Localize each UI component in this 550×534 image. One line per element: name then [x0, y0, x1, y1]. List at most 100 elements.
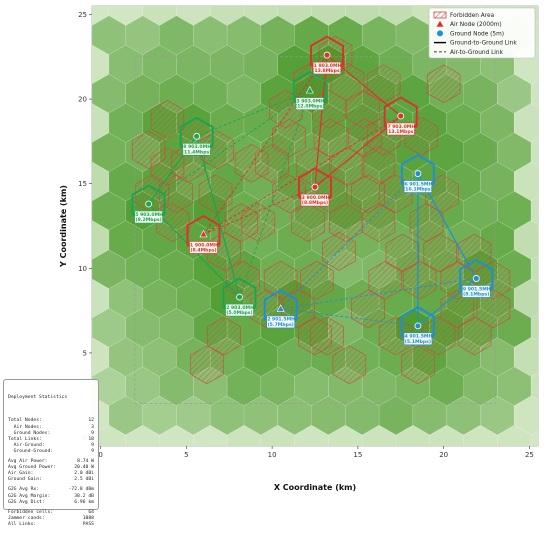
- legend-swatch-air: [436, 20, 444, 27]
- node-rate-G5: (9.2Mbps): [135, 217, 161, 223]
- node-label-A1: A1 900.0MHz: [187, 242, 221, 248]
- node-hex-G4: [400, 306, 435, 346]
- forbidden-hex-46: [457, 316, 492, 356]
- node-hex-G2: [222, 277, 257, 317]
- node-hex-A1: [186, 214, 221, 255]
- air-link-A2-G9: [280, 278, 477, 310]
- node-hex-A3: [292, 70, 327, 111]
- node-rate-G6: (16.1Mbps): [403, 187, 432, 193]
- hex-cell-268: [447, 455, 481, 494]
- air-link-A2-G6: [280, 173, 419, 310]
- stats-row: Avg Air Power: 8.74 W: [8, 459, 94, 465]
- stats-row-label: Jammer cands:: [8, 515, 45, 521]
- node-hex-G5: [131, 184, 166, 224]
- stats-row: Jammer cands: 1088: [8, 516, 94, 522]
- hex-cell-32: [41, 45, 75, 84]
- node-label-box-A1: [189, 241, 218, 254]
- legend-label-forbidden: Forbidden Area: [450, 13, 495, 19]
- forbidden-hex-52: [423, 233, 458, 273]
- y-tick-label-10: 10: [78, 265, 87, 273]
- hex-cell-251: [429, 425, 464, 446]
- legend-label-a2g: Air-to-Ground Link: [450, 50, 504, 56]
- stats-row-label: Avg Air Power:: [8, 459, 48, 465]
- ground-node-marker-G6: [414, 170, 422, 177]
- hex-cell-249: [361, 425, 397, 446]
- hex-cell-262: [244, 455, 278, 494]
- stats-row: G2G Avg Rx: -72.8 dBm: [8, 487, 94, 493]
- node-hex-A2: [263, 289, 298, 329]
- node-rate-A2: (5.7Mbps): [268, 322, 294, 328]
- air-link-A3-G5: [148, 90, 311, 205]
- hex-cell-245: [226, 425, 262, 446]
- ground-node-marker-G9: [472, 275, 480, 282]
- hex-cell-270: [514, 455, 548, 494]
- forbidden-hex-42: [351, 289, 385, 329]
- node-label-box-G9: [461, 285, 491, 298]
- stats-row: Air Nodes: 3: [8, 425, 94, 431]
- node-label-box-G5: [134, 210, 163, 224]
- air-link-A2-G4: [280, 308, 418, 327]
- node-hex-G9: [459, 258, 494, 299]
- stats-row-value: 9: [91, 442, 94, 448]
- node-rate-G1: (13.8Mbps): [312, 68, 341, 74]
- stats-row-value: 1088: [82, 515, 94, 521]
- node-hex-G3: [298, 167, 332, 207]
- air-node-marker-A2: [276, 304, 285, 312]
- x-tick-label-20: 20: [439, 451, 448, 459]
- hex-cell-267: [413, 455, 447, 494]
- node-label-G5: G5 903.0MHz: [132, 212, 167, 218]
- node-label-G3: G3 900.0MHz: [298, 195, 333, 201]
- stats-row: Ground-Ground: 9: [8, 449, 94, 455]
- node-rate-G8: (11.4Mbps): [182, 149, 211, 155]
- node-hex-G6: [400, 153, 435, 194]
- stats-row-value: 9: [91, 430, 94, 436]
- hex-cell-0: [41, 0, 75, 26]
- ground-node-marker-G8: [193, 132, 201, 140]
- air-link-A3-G2: [239, 90, 311, 298]
- x-tick-label-15: 15: [353, 451, 362, 459]
- stats-row-label: G2G Avg Rx:: [8, 487, 40, 493]
- node-label-box-G8: [182, 143, 211, 156]
- legend-label-ground: Ground Node (5m): [450, 31, 504, 37]
- node-label-A3: A3 903.0MHz: [293, 98, 327, 104]
- node-label-G1: G1 903.0MHz: [310, 63, 345, 69]
- ground-link-G1-G3: [314, 55, 328, 188]
- stats-row-label: Ground Nodes:: [8, 430, 51, 436]
- stats-row-value: 64: [88, 509, 94, 515]
- stats-row: Ground Nodes: 9: [8, 431, 94, 437]
- stats-row: Total Nodes: 12: [8, 418, 94, 424]
- legend-frame: [428, 7, 536, 59]
- forbidden-hex-34: [425, 174, 459, 214]
- hex-cell-64: [41, 104, 75, 143]
- stats-row-value: 6.96 km: [74, 499, 94, 505]
- stats-row-label: Avg Ground Power:: [8, 465, 56, 471]
- deployment-statistics-box: Deployment Statistics Total Nodes: 12 Air…: [3, 379, 99, 527]
- node-label-G7: G7 903.0MHz: [384, 124, 419, 130]
- node-label-G4: G4 901.5MHz: [401, 334, 436, 340]
- forbidden-hex-21: [366, 64, 401, 104]
- hex-cell-261: [210, 455, 244, 494]
- forbidden-hex-40: [263, 260, 298, 300]
- forbidden-hex-6: [198, 174, 233, 214]
- stats-row: Forbidden cells: 64: [8, 510, 94, 516]
- stats-row-label: Total Nodes:: [8, 418, 42, 424]
- hex-cell-242: [125, 425, 160, 446]
- air-link-A3-G8: [196, 90, 311, 137]
- ground-link-G8-G2: [196, 136, 241, 298]
- hex-cell-16: [92, 25, 93, 46]
- node-rate-G2: (5.0Mbps): [226, 310, 252, 316]
- stats-row-value: -72.8 dBm: [68, 487, 94, 493]
- hex-cell-247: [294, 425, 329, 446]
- stats-row-label: All Links:: [8, 521, 37, 527]
- node-label-box-G6: [403, 180, 433, 193]
- node-rate-G9: (8.1Mbps): [463, 291, 489, 297]
- node-label-box-G7: [386, 122, 416, 136]
- air-node-marker-A3: [305, 85, 314, 94]
- node-label-G9: G9 901.5MHz: [459, 286, 494, 292]
- stats-row: Ground Gain: 2.5 dBi: [8, 477, 94, 483]
- node-label-box-A2: [266, 315, 295, 329]
- forbidden-hex-5: [159, 174, 193, 214]
- forbidden-hex-56: [332, 345, 367, 385]
- legend-label-g2g: Ground-to-Ground Link: [450, 41, 517, 47]
- forbidden-hex-11: [150, 100, 185, 139]
